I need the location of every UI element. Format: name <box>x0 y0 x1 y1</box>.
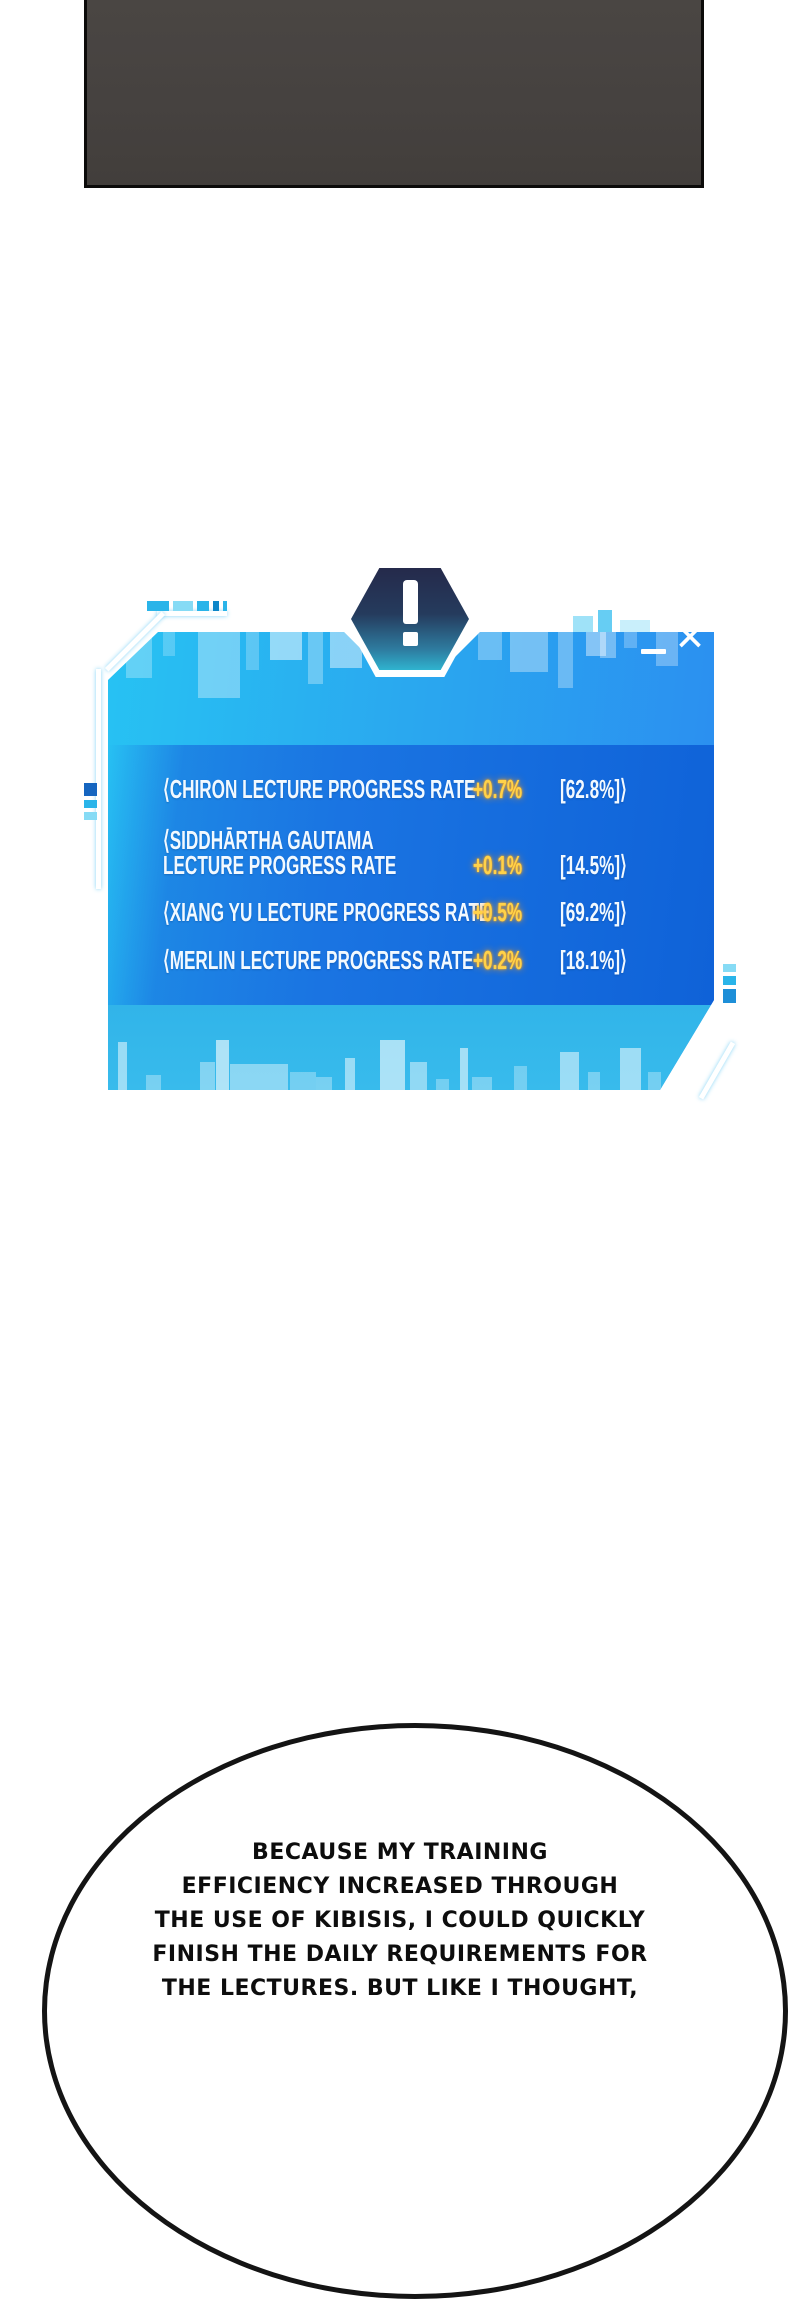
bottom-band <box>108 1005 714 1090</box>
skyline-bar <box>246 632 259 670</box>
progress-row-label: ⟨MERLIN LECTURE PROGRESS RATE <box>163 945 633 975</box>
skyline-bar <box>620 1048 641 1090</box>
skyline-bar <box>308 632 323 684</box>
deco-line-top <box>157 611 227 616</box>
skyline-bar <box>290 1072 316 1090</box>
exclamation-icon-dot <box>403 632 418 646</box>
skyline-bar <box>648 1072 661 1090</box>
skyline-bar <box>680 1064 690 1090</box>
content-band <box>108 745 714 1005</box>
pixel-block <box>573 616 593 632</box>
skyline-bar <box>510 632 548 672</box>
progress-row-total: [62.8%]⟩ <box>560 774 661 804</box>
skyline-bar <box>472 1077 492 1090</box>
progress-row-delta: +0.7% <box>473 774 547 804</box>
pixel-block <box>84 812 97 820</box>
skyline-bar <box>216 1040 229 1090</box>
skyline-bar <box>600 632 616 658</box>
skyline-bar <box>436 1079 449 1090</box>
row-total-text: [62.8%]⟩ <box>560 774 627 804</box>
skyline-bar <box>118 1042 127 1090</box>
status-window <box>108 632 714 1090</box>
row-total-text: [14.5%]⟩ <box>560 850 627 880</box>
skyline-bar <box>558 632 573 688</box>
pixel-block <box>147 601 169 611</box>
deco-line-diagonal-br <box>698 1041 736 1100</box>
progress-row-total: [69.2%]⟩ <box>560 897 661 927</box>
speech-bubble <box>42 1723 788 2299</box>
progress-row-delta: +0.1% <box>473 850 547 880</box>
skyline-bar <box>270 632 302 660</box>
progress-row-total: [14.5%]⟩ <box>560 850 661 880</box>
skyline-bar <box>198 632 240 698</box>
row-delta-text: +0.7% <box>473 774 523 804</box>
close-button[interactable]: ✕ <box>674 616 706 659</box>
skyline-bar <box>163 632 175 656</box>
skyline-bar <box>656 632 678 666</box>
skyline-bar <box>316 1077 332 1090</box>
row-total-text: [18.1%]⟩ <box>560 945 627 975</box>
pixel-block <box>223 601 227 611</box>
minimize-button[interactable] <box>641 649 666 654</box>
row-delta-text: +0.2% <box>473 945 523 975</box>
row-label-text: ⟨XIANG YU LECTURE PROGRESS RATE <box>163 897 491 927</box>
pixel-block <box>197 601 209 611</box>
progress-row-total: [18.1%]⟩ <box>560 945 661 975</box>
pixel-block <box>620 620 650 632</box>
row-label-text: ⟨MERLIN LECTURE PROGRESS RATE <box>163 945 474 975</box>
progress-row-label: ⟨CHIRON LECTURE PROGRESS RATE <box>163 774 636 804</box>
skyline-bar <box>624 632 637 648</box>
progress-row-label: ⟨SIDDHĀRTHA GAUTAMA LECTURE PROGRESS RAT… <box>163 825 516 880</box>
skyline-bar <box>460 1048 468 1090</box>
skyline-bar <box>410 1062 427 1090</box>
skyline-bar <box>345 1058 355 1090</box>
row-label-text: ⟨CHIRON LECTURE PROGRESS RATE <box>163 774 476 804</box>
skyline-bar <box>588 1072 600 1090</box>
skyline-bar <box>380 1040 405 1090</box>
row-label-text: ⟨SIDDHĀRTHA GAUTAMA LECTURE PROGRESS RAT… <box>163 825 397 880</box>
speech-bubble-text: BECAUSE MY TRAINING EFFICIENCY INCREASED… <box>152 1840 648 2001</box>
pixel-block <box>723 976 736 985</box>
pixel-block <box>173 601 193 611</box>
pixel-block <box>723 989 736 1003</box>
pixel-block <box>723 964 736 972</box>
pixel-block <box>213 601 219 611</box>
pixel-block <box>84 783 97 796</box>
progress-row-label: ⟨XIANG YU LECTURE PROGRESS RATE <box>163 897 659 927</box>
skyline-bar <box>200 1062 215 1090</box>
pixel-block <box>598 610 612 632</box>
progress-row-delta: +0.2% <box>473 945 547 975</box>
skyline-bar <box>146 1075 161 1090</box>
skyline-bar <box>478 632 502 660</box>
deco-line-left <box>96 669 101 889</box>
skyline-bar <box>230 1064 288 1090</box>
cropped-artwork-panel <box>84 0 704 188</box>
progress-row-delta: +0.5% <box>473 897 547 927</box>
row-total-text: [69.2%]⟩ <box>560 897 627 927</box>
skyline-bar <box>514 1066 527 1090</box>
pixel-block <box>84 800 97 808</box>
row-delta-text: +0.5% <box>473 897 523 927</box>
exclamation-icon <box>403 580 418 624</box>
skyline-bar <box>586 632 606 656</box>
skyline-bar <box>560 1052 579 1090</box>
row-delta-text: +0.1% <box>473 850 523 880</box>
